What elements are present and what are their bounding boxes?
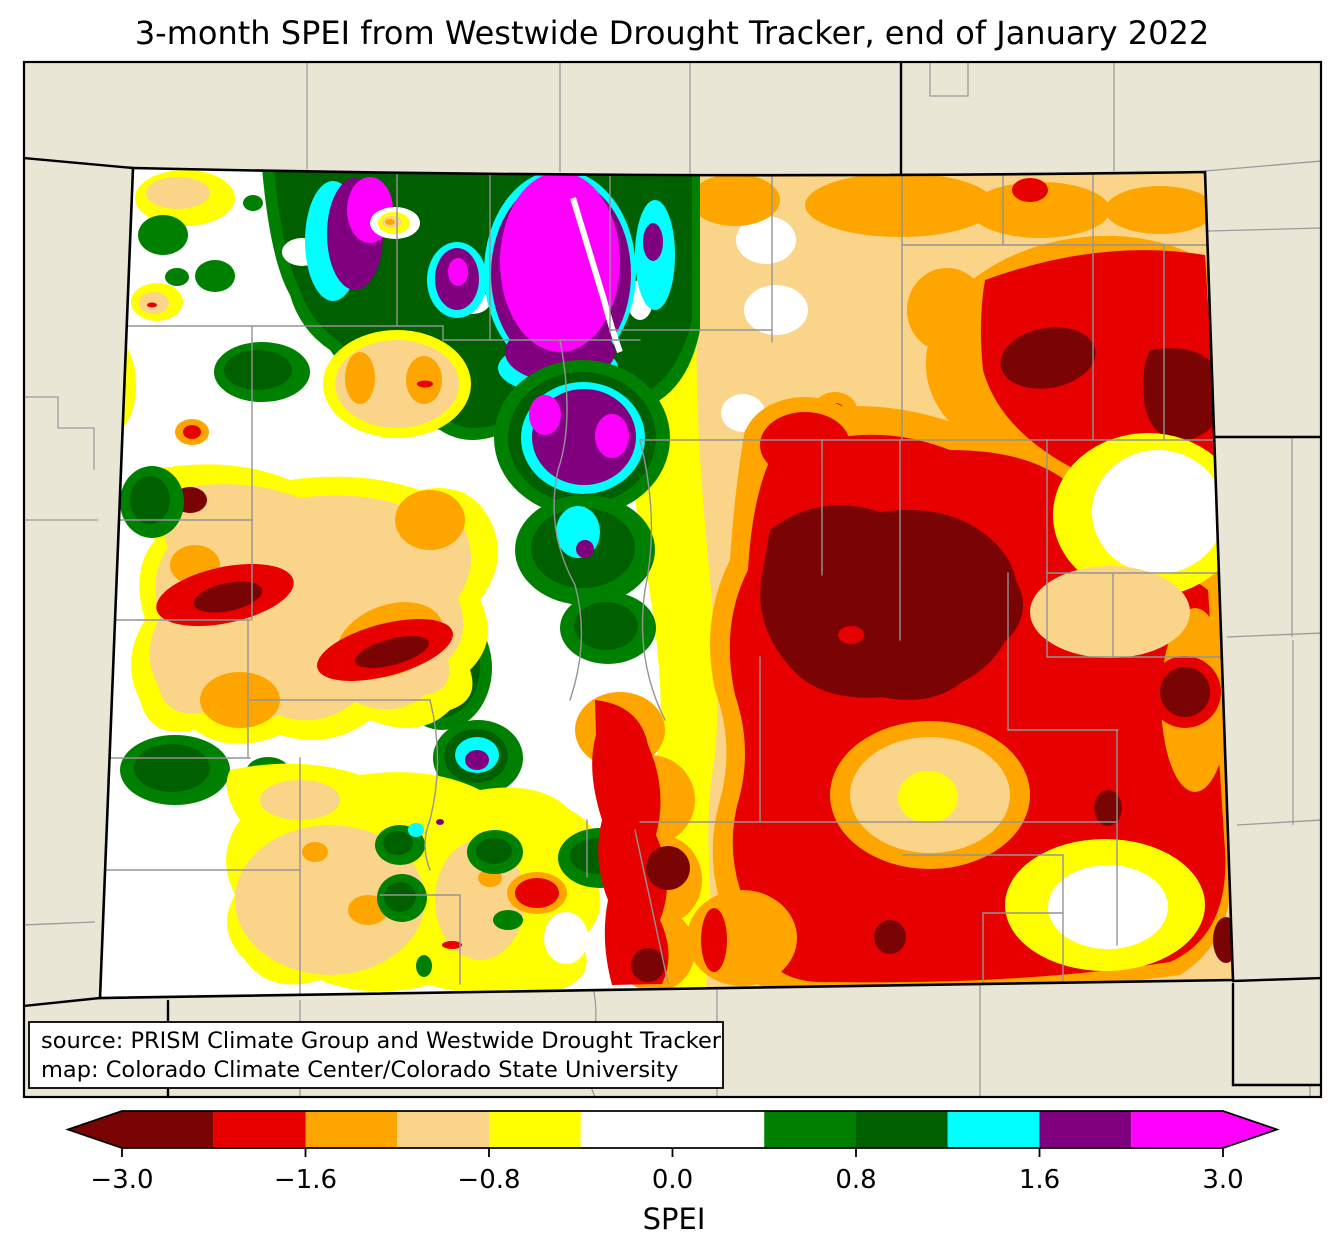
colorbar-tick-label: 3.0 <box>1202 1165 1243 1195</box>
colorbar-tick-label: 0.0 <box>652 1165 693 1195</box>
colorbar-segment <box>947 1111 1040 1148</box>
source-line: source: PRISM Climate Group and Westwide… <box>41 1028 722 1054</box>
colorbar-segment <box>1039 1111 1132 1148</box>
source-box-frame <box>28 1021 724 1089</box>
colorbar-ticks: −3.0 −1.6 −0.8 0.0 0.8 1.6 3.0 <box>90 1148 1244 1195</box>
colorbar-segment <box>213 1111 306 1148</box>
colorbar-segment <box>489 1111 581 1148</box>
county-lines <box>100 173 1233 998</box>
colorbar-left-arrow <box>68 1111 122 1148</box>
colorado-state-border <box>98 166 1235 1000</box>
spei-field <box>100 168 1233 998</box>
colorbar-segment <box>580 1111 765 1148</box>
map-frame <box>22 60 1323 1099</box>
colorbar-tick-label: 1.6 <box>1019 1165 1060 1195</box>
colorbar <box>68 1111 1277 1148</box>
colorbar-tick-label: −3.0 <box>90 1165 153 1195</box>
map-panel <box>22 60 1323 1099</box>
figure-title: 3-month SPEI from Westwide Drought Track… <box>135 14 1209 52</box>
colorbar-segment <box>122 1111 214 1148</box>
colorbar-segment <box>856 1111 948 1148</box>
map-credit-line: map: Colorado Climate Center/Colorado St… <box>41 1057 678 1083</box>
colorbar-segment <box>305 1111 398 1148</box>
colorbar-segment <box>764 1111 856 1148</box>
source-box: source: PRISM Climate Group and Westwide… <box>28 1021 724 1089</box>
colorbar-tick-label: −0.8 <box>457 1165 520 1195</box>
colorbar-segment <box>397 1111 489 1148</box>
colorbar-right-arrow <box>1223 1111 1277 1148</box>
colorbar-axis-label: SPEI <box>643 1202 706 1236</box>
colorbar-tick-label: −1.6 <box>274 1165 337 1195</box>
colorbar-tick-label: 0.8 <box>835 1165 876 1195</box>
colorbar-segment <box>1131 1111 1223 1148</box>
